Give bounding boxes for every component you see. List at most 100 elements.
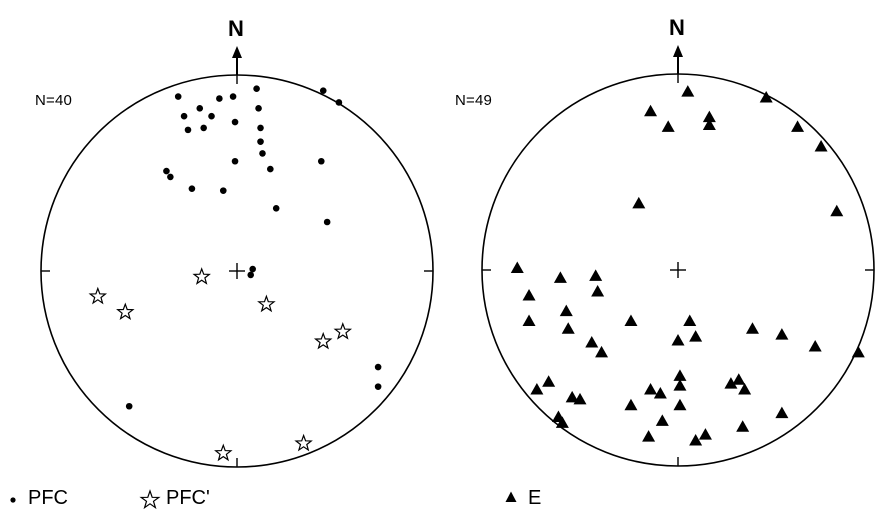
e-point xyxy=(655,414,669,426)
e-point xyxy=(724,377,738,389)
n-count-left: N=40 xyxy=(35,92,73,109)
e-point xyxy=(585,336,599,348)
pfc-point xyxy=(163,167,170,175)
e-point xyxy=(522,314,536,326)
pfc-point xyxy=(216,95,223,102)
pfc-point xyxy=(247,271,255,279)
pfc-point xyxy=(272,204,280,212)
pfc-point xyxy=(200,124,207,132)
pfc-point xyxy=(374,363,382,371)
pfc-prime-point xyxy=(192,267,211,285)
e-point xyxy=(683,314,697,326)
north-arrow-left-head xyxy=(232,46,242,58)
e-point xyxy=(565,390,579,403)
e-point xyxy=(830,204,844,217)
e-point xyxy=(530,383,544,395)
e-point xyxy=(555,416,569,428)
pfc-prime-point xyxy=(294,433,313,452)
north-label-right: N xyxy=(669,15,685,40)
pfc-point xyxy=(208,112,215,120)
e-point xyxy=(644,383,658,395)
e-point xyxy=(745,322,759,334)
e-point xyxy=(644,104,658,117)
pfc-prime-point xyxy=(214,443,233,462)
pfc-point xyxy=(180,112,188,120)
e-point xyxy=(736,420,750,432)
pfc-prime-point xyxy=(88,286,108,305)
pfc-prime-point xyxy=(313,331,333,350)
legend-e-triangle xyxy=(505,491,517,502)
e-point xyxy=(732,373,746,385)
n-count-right: N=49 xyxy=(455,92,493,109)
pfc-point xyxy=(167,173,174,181)
legend-pfc-label: PFC xyxy=(28,487,68,509)
pfc-point xyxy=(255,105,262,112)
e-point xyxy=(775,406,789,419)
e-point xyxy=(589,269,603,281)
e-point xyxy=(851,345,865,358)
stereonet-left xyxy=(40,46,434,468)
north-label-left: N xyxy=(228,16,244,41)
e-point xyxy=(553,271,567,283)
e-point xyxy=(510,261,524,274)
pfc-prime-point xyxy=(333,322,353,340)
e-point xyxy=(808,339,822,352)
e-point xyxy=(542,375,556,387)
pfc-point xyxy=(249,265,256,273)
e-point xyxy=(632,196,646,209)
e-point xyxy=(738,383,752,395)
pfc-point xyxy=(257,138,264,145)
legend-pfc-prime-star xyxy=(139,489,161,510)
e-point xyxy=(661,120,675,132)
e-point xyxy=(642,430,656,442)
legend-pfc-dot xyxy=(10,497,16,503)
pfc-point xyxy=(188,185,196,192)
e-point xyxy=(595,345,609,358)
legend-symbols xyxy=(10,489,517,510)
pfc-point xyxy=(253,85,260,93)
e-point xyxy=(698,428,712,440)
e-point xyxy=(673,369,687,381)
north-arrow-right-head xyxy=(673,45,683,57)
e-point xyxy=(689,330,703,342)
pfc-point xyxy=(259,150,266,157)
e-point xyxy=(591,285,605,297)
pfc-point xyxy=(229,93,237,100)
e-point xyxy=(702,118,716,130)
e-point xyxy=(653,386,667,399)
pfc-point xyxy=(323,218,331,226)
pfc-point xyxy=(267,165,274,173)
pfc-point xyxy=(257,124,264,132)
stereonet-right xyxy=(481,45,875,467)
e-point xyxy=(681,85,695,97)
pfc-point xyxy=(317,157,325,165)
pfc-point xyxy=(231,118,239,126)
pfc-prime-point xyxy=(116,302,135,321)
e-point xyxy=(624,314,638,326)
e-point xyxy=(624,398,638,411)
e-point xyxy=(561,322,575,334)
legend-pfc-prime-label: PFC' xyxy=(166,487,210,509)
e-point xyxy=(573,392,587,405)
e-point xyxy=(522,288,536,301)
pfc-point xyxy=(335,99,343,106)
pfc-prime-point xyxy=(257,294,276,313)
e-point xyxy=(791,120,805,132)
e-point xyxy=(775,328,789,340)
e-point xyxy=(814,140,828,152)
pfc-point xyxy=(219,187,227,194)
e-point xyxy=(559,304,573,317)
pfc-point xyxy=(319,87,327,94)
e-point xyxy=(702,110,716,123)
e-point xyxy=(689,434,703,446)
pfc-point xyxy=(184,126,192,134)
e-point xyxy=(673,398,687,411)
pfc-point xyxy=(174,93,182,100)
pfc-point xyxy=(196,105,204,112)
e-point xyxy=(673,379,687,391)
pfc-point xyxy=(125,402,133,410)
legend-e-label: E xyxy=(528,487,542,509)
e-point xyxy=(671,334,685,346)
e-point xyxy=(759,91,773,103)
